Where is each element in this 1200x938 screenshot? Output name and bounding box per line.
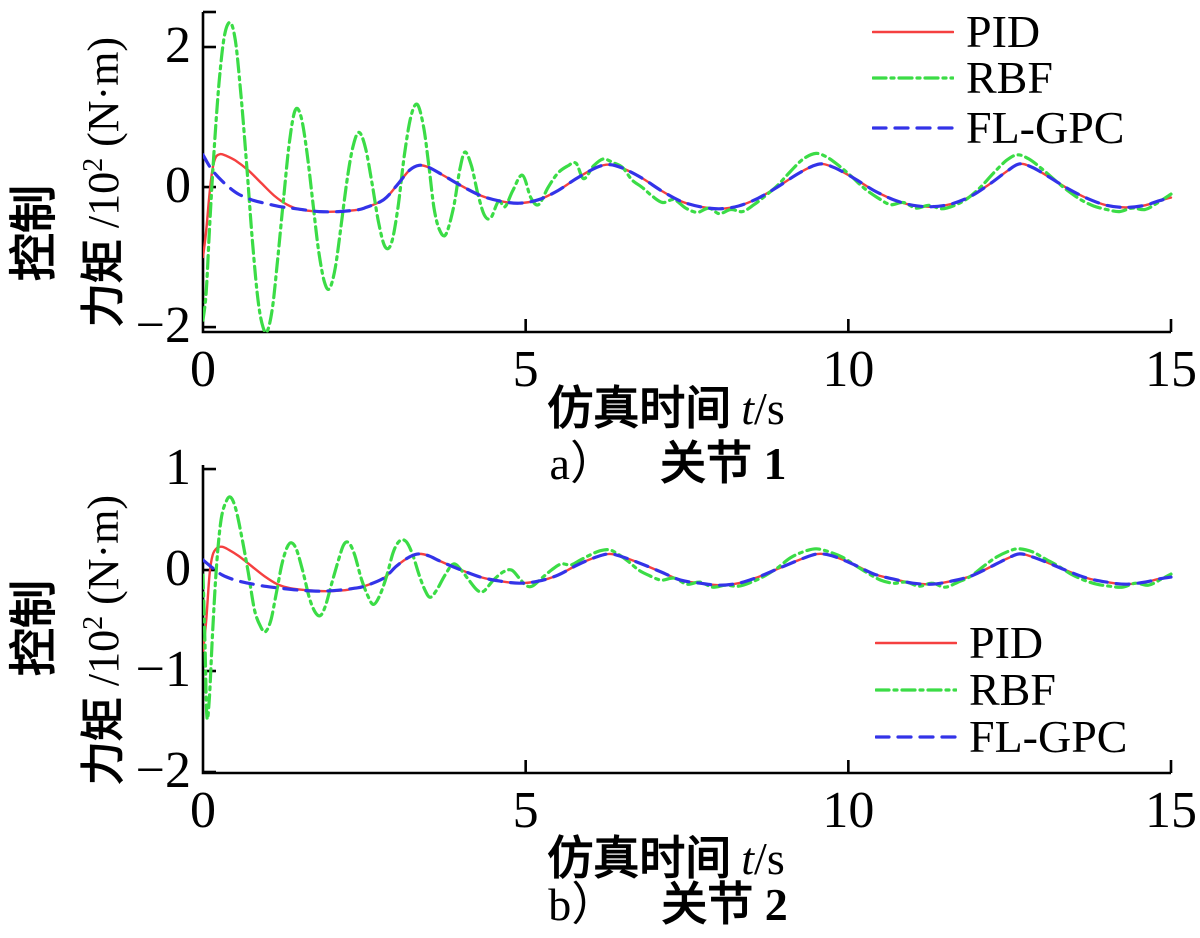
flgpc-line-swatch — [872, 126, 954, 130]
caption-a-title: 关节 1 — [659, 438, 787, 489]
legend-b-label-flgpc: FL-GPC — [969, 711, 1128, 762]
ylabel-a-line1: 控制 — [8, 184, 61, 282]
xlabel-a-var: t — [741, 383, 755, 434]
y-tick-label: 1 — [165, 438, 191, 496]
y-tick-label: −2 — [135, 297, 191, 355]
xlabel-a-cn: 仿真时间 — [547, 383, 732, 434]
x-tick-label: 0 — [190, 782, 216, 839]
ylabel-b-scale-text: /10 — [78, 629, 128, 698]
legend-a-item-flgpc: FL-GPC — [872, 105, 1124, 151]
legend-b-item-pid: PID — [875, 620, 1043, 666]
y-tick-label: 0 — [165, 539, 191, 597]
xlabel-b-unit: /s — [754, 833, 785, 884]
caption-b-tag: b） — [548, 879, 618, 930]
y-tick-label: 2 — [165, 16, 191, 74]
rbf-line-swatch — [875, 688, 957, 692]
legend-a-label-pid: PID — [966, 6, 1041, 57]
legend-b-item-flgpc: FL-GPC — [875, 714, 1127, 760]
ylabel-a-unit-text: (N·m) — [78, 36, 128, 158]
ylabel-b-line1: 控制 — [8, 579, 61, 677]
xlabel-b-var: t — [741, 833, 755, 884]
xlabel-a: 仿真时间 t/s — [547, 386, 784, 432]
legend-b-label-rbf: RBF — [969, 664, 1056, 715]
ylabel-a-line2: 力矩 /102 (N·m) — [78, 36, 128, 328]
ylabel-a-superscript: 2 — [78, 157, 110, 172]
xlabel-b: 仿真时间 t/s — [547, 836, 784, 882]
x-tick-label: 10 — [822, 782, 875, 839]
y-tick-label: −2 — [135, 741, 191, 799]
x-tick-label: 15 — [1145, 341, 1197, 398]
pid-line-swatch — [872, 30, 954, 34]
series-fl-gpc-a — [203, 153, 1173, 214]
pid-line-swatch — [875, 641, 957, 645]
y-tick-label: 0 — [165, 157, 191, 215]
caption-a-tag: a） — [549, 438, 616, 489]
legend-b-item-rbf: RBF — [875, 667, 1056, 713]
legend-a-item-rbf: RBF — [872, 55, 1053, 101]
legend-a-item-pid: PID — [872, 9, 1040, 55]
xlabel-b-cn: 仿真时间 — [547, 833, 732, 884]
x-tick-label: 15 — [1145, 782, 1197, 839]
caption-b: b） 关节 2 — [548, 882, 788, 928]
ylabel-a-torque-text: 力矩 — [78, 239, 128, 328]
caption-b-title: 关节 2 — [661, 879, 788, 930]
legend-a-label-flgpc: FL-GPC — [966, 102, 1125, 153]
legend-b: PID RBF FL-GPC — [875, 620, 1195, 770]
legend-a-label-rbf: RBF — [966, 52, 1053, 103]
flgpc-line-swatch — [875, 735, 957, 739]
ylabel-b-unit-text: (N·m) — [78, 494, 128, 616]
x-tick-label: 5 — [512, 341, 539, 398]
legend-a: PID RBF FL-GPC — [872, 9, 1192, 159]
caption-a: a） 关节 1 — [550, 441, 787, 487]
y-tick-label: −1 — [135, 640, 191, 698]
legend-b-label-pid: PID — [969, 617, 1044, 668]
x-tick-label: 10 — [822, 341, 875, 398]
xlabel-a-unit: /s — [754, 383, 785, 434]
series-rbf-b — [203, 495, 1173, 721]
rbf-line-swatch — [872, 76, 954, 80]
x-tick-label: 5 — [512, 782, 539, 839]
ylabel-a-scale-text: /10 — [78, 171, 128, 240]
series-fl-gpc-b — [203, 552, 1173, 593]
ylabel-b-superscript: 2 — [78, 615, 110, 630]
ylabel-b-line2: 力矩 /102 (N·m) — [78, 494, 128, 786]
ylabel-b-torque-text: 力矩 — [78, 697, 128, 786]
x-tick-label: 0 — [190, 341, 216, 398]
